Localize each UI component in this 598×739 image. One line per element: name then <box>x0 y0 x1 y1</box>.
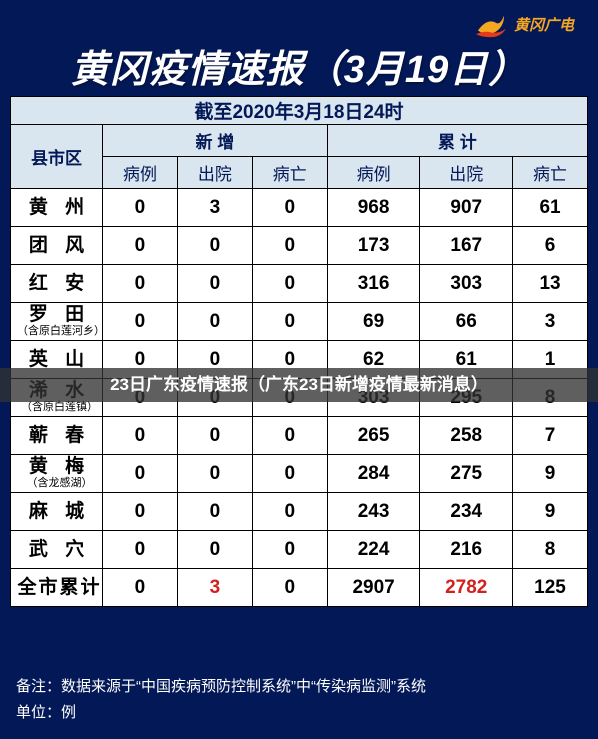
region-cell: 武 穴 <box>11 531 103 569</box>
data-cell: 13 <box>513 265 588 303</box>
table-row: 黄 州03096890761 <box>11 189 588 227</box>
data-cell: 303 <box>420 265 513 303</box>
data-cell: 0 <box>103 531 178 569</box>
data-cell: 0 <box>252 189 327 227</box>
flame-icon <box>472 10 510 38</box>
data-cell: 9 <box>513 455 588 493</box>
brand-text: 黄冈广电 <box>514 14 574 35</box>
region-cell: 团 风 <box>11 227 103 265</box>
col-new-cases: 病例 <box>103 157 178 189</box>
footer-note: 备注：数据来源于“中国疾病预防控制系统”中“传染病监测”系统 单位：例 <box>16 674 426 725</box>
table-row: 黄 梅（含龙感湖）0002842759 <box>11 455 588 493</box>
data-cell: 0 <box>103 417 178 455</box>
data-cell: 69 <box>327 303 420 341</box>
region-cell: 麻 城 <box>11 493 103 531</box>
region-cell: 蕲 春 <box>11 417 103 455</box>
table-row: 武 穴0002242168 <box>11 531 588 569</box>
data-cell: 316 <box>327 265 420 303</box>
data-cell: 0 <box>252 227 327 265</box>
total-cell: 3 <box>177 569 252 607</box>
col-group-new: 新 增 <box>103 125 328 157</box>
data-cell: 265 <box>327 417 420 455</box>
data-cell: 0 <box>103 303 178 341</box>
data-cell: 0 <box>103 493 178 531</box>
region-cell: 黄 梅（含龙感湖） <box>11 455 103 493</box>
footer-line2: 单位：例 <box>16 700 426 726</box>
footer-line1: 备注：数据来源于“中国疾病预防控制系统”中“传染病监测”系统 <box>16 674 426 700</box>
data-cell: 216 <box>420 531 513 569</box>
region-note: （含原白莲镇） <box>17 402 102 414</box>
table-subtitle: 截至2020年3月18日24时 <box>11 97 588 125</box>
col-cum-discharged: 出院 <box>420 157 513 189</box>
data-cell: 275 <box>420 455 513 493</box>
region-cell: 黄 州 <box>11 189 103 227</box>
page-title: 黄冈疫情速报（3月19日） <box>0 38 598 93</box>
total-cell: 2907 <box>327 569 420 607</box>
table-row: 团 风0001731676 <box>11 227 588 265</box>
data-cell: 167 <box>420 227 513 265</box>
data-cell: 9 <box>513 493 588 531</box>
data-cell: 243 <box>327 493 420 531</box>
col-new-deaths: 病亡 <box>252 157 327 189</box>
total-cell: 0 <box>103 569 178 607</box>
data-cell: 0 <box>252 531 327 569</box>
region-note: （含原白莲河乡） <box>17 326 102 338</box>
data-cell: 224 <box>327 531 420 569</box>
data-cell: 173 <box>327 227 420 265</box>
data-cell: 0 <box>177 265 252 303</box>
data-table-wrap: 截至2020年3月18日24时 县市区 新 增 累 计 病例 出院 病亡 病例 … <box>10 96 588 607</box>
data-cell: 0 <box>177 455 252 493</box>
col-group-total: 累 计 <box>327 125 587 157</box>
data-cell: 0 <box>177 303 252 341</box>
table-row: 麻 城0002432349 <box>11 493 588 531</box>
col-cum-deaths: 病亡 <box>513 157 588 189</box>
total-label: 全市累计 <box>11 569 103 607</box>
col-new-discharged: 出院 <box>177 157 252 189</box>
data-cell: 0 <box>252 493 327 531</box>
data-cell: 0 <box>103 265 178 303</box>
data-cell: 7 <box>513 417 588 455</box>
data-cell: 258 <box>420 417 513 455</box>
col-region: 县市区 <box>11 125 103 189</box>
overlay-banner: 23日广东疫情速报（广东23日新增疫情最新消息） <box>0 368 598 402</box>
data-cell: 907 <box>420 189 513 227</box>
data-cell: 284 <box>327 455 420 493</box>
data-cell: 0 <box>103 227 178 265</box>
data-cell: 8 <box>513 531 588 569</box>
region-cell: 罗 田（含原白莲河乡） <box>11 303 103 341</box>
table-row: 蕲 春0002652587 <box>11 417 588 455</box>
data-cell: 0 <box>252 417 327 455</box>
table-row: 红 安00031630313 <box>11 265 588 303</box>
data-cell: 0 <box>252 265 327 303</box>
data-cell: 66 <box>420 303 513 341</box>
total-cell: 0 <box>252 569 327 607</box>
col-cum-cases: 病例 <box>327 157 420 189</box>
data-cell: 968 <box>327 189 420 227</box>
data-cell: 0 <box>177 493 252 531</box>
data-cell: 0 <box>177 531 252 569</box>
data-cell: 0 <box>252 303 327 341</box>
table-total-row: 全市累计03029072782125 <box>11 569 588 607</box>
data-cell: 0 <box>103 189 178 227</box>
data-cell: 0 <box>103 455 178 493</box>
region-note: （含龙感湖） <box>17 478 102 490</box>
region-cell: 红 安 <box>11 265 103 303</box>
data-cell: 234 <box>420 493 513 531</box>
data-cell: 0 <box>177 417 252 455</box>
data-cell: 6 <box>513 227 588 265</box>
data-cell: 3 <box>513 303 588 341</box>
table-row: 罗 田（含原白莲河乡）00069663 <box>11 303 588 341</box>
epidemic-table: 截至2020年3月18日24时 县市区 新 增 累 计 病例 出院 病亡 病例 … <box>10 96 588 607</box>
total-cell: 2782 <box>420 569 513 607</box>
data-cell: 3 <box>177 189 252 227</box>
data-cell: 0 <box>252 455 327 493</box>
data-cell: 61 <box>513 189 588 227</box>
data-cell: 0 <box>177 227 252 265</box>
brand-logo: 黄冈广电 <box>472 10 574 38</box>
total-cell: 125 <box>513 569 588 607</box>
